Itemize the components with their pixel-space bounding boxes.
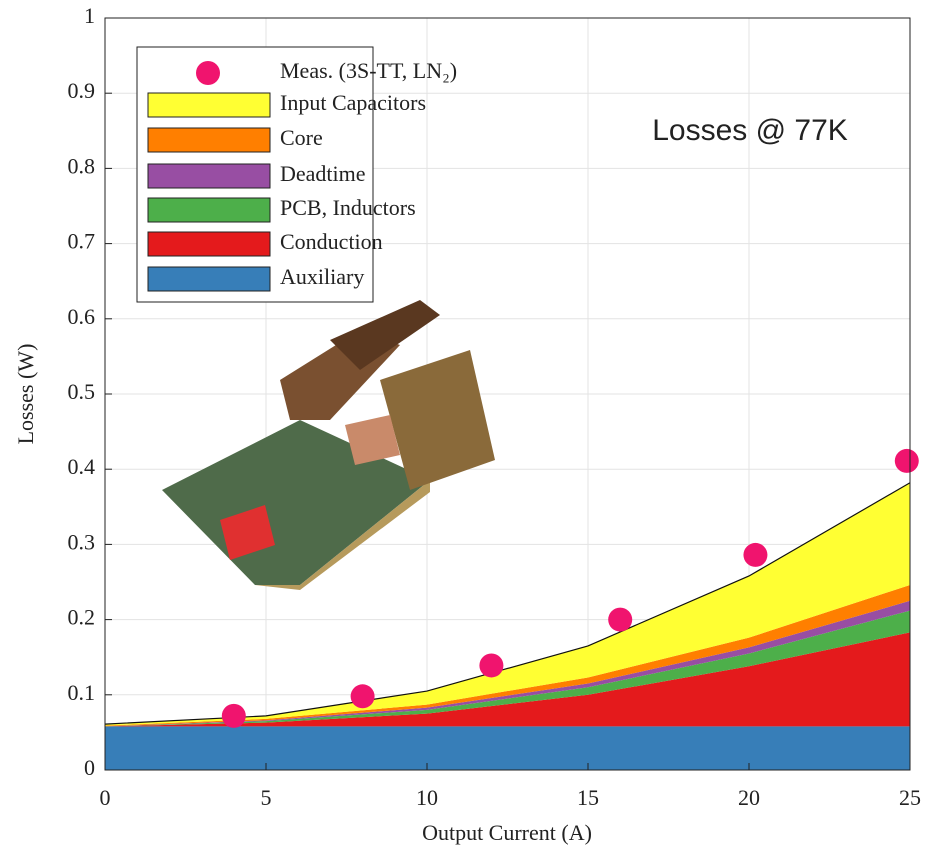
x-tick-label: 15 bbox=[577, 785, 599, 810]
x-axis-label: Output Current (A) bbox=[422, 820, 592, 845]
point bbox=[743, 542, 768, 567]
legend-label: Conduction bbox=[280, 229, 383, 254]
x-tick-label: 25 bbox=[899, 785, 921, 810]
area bbox=[105, 482, 910, 726]
legend-label: Core bbox=[280, 125, 323, 150]
legend-label: Meas. (3S-TT, LN₂) bbox=[280, 58, 457, 83]
grid bbox=[104, 17, 911, 771]
point bbox=[221, 703, 246, 728]
point bbox=[894, 448, 919, 473]
y-tick-label: 0.8 bbox=[68, 153, 96, 178]
area bbox=[105, 726, 910, 770]
annotation: Losses @ 77K bbox=[652, 114, 848, 147]
area bbox=[105, 610, 910, 727]
legend-label: Input Capacitors bbox=[280, 90, 426, 115]
y-tick-label: 0 bbox=[84, 755, 95, 780]
legend-label: PCB, Inductors bbox=[280, 195, 416, 220]
legend-swatch bbox=[147, 92, 271, 118]
y-tick-label: 0.5 bbox=[68, 379, 96, 404]
y-tick-label: 0.1 bbox=[68, 680, 96, 705]
area bbox=[105, 632, 910, 727]
y-tick-label: 0.3 bbox=[68, 529, 96, 554]
points bbox=[221, 448, 919, 728]
legend-swatch bbox=[147, 231, 271, 257]
x-tick-label: 20 bbox=[738, 785, 760, 810]
y-tick-label: 0.7 bbox=[68, 229, 96, 254]
x-tick-label: 5 bbox=[261, 785, 272, 810]
y-tick-label: 0.2 bbox=[68, 605, 96, 630]
x-tick-label: 0 bbox=[100, 785, 111, 810]
y-tick-label: 0.4 bbox=[68, 454, 96, 479]
legend-swatch bbox=[147, 197, 271, 223]
legend-label: Deadtime bbox=[280, 161, 366, 186]
y-tick-label: 0.9 bbox=[68, 78, 96, 103]
legend: Meas. (3S-TT, LN₂) Input Capacitors Core De… bbox=[136, 46, 457, 303]
legend-marker bbox=[196, 61, 220, 85]
legend-swatch bbox=[147, 127, 271, 153]
legend-swatch bbox=[147, 163, 271, 189]
legend-label: Auxiliary bbox=[280, 264, 364, 289]
x-tick-label: 10 bbox=[416, 785, 438, 810]
legend-swatch bbox=[147, 266, 271, 292]
photo bbox=[162, 300, 495, 590]
y-axis-label: Losses (W) bbox=[13, 344, 38, 445]
y-tick-label: 1 bbox=[84, 3, 95, 28]
point bbox=[350, 684, 375, 709]
y-tick-label: 0.6 bbox=[68, 304, 96, 329]
point bbox=[608, 607, 633, 632]
point bbox=[479, 653, 504, 678]
